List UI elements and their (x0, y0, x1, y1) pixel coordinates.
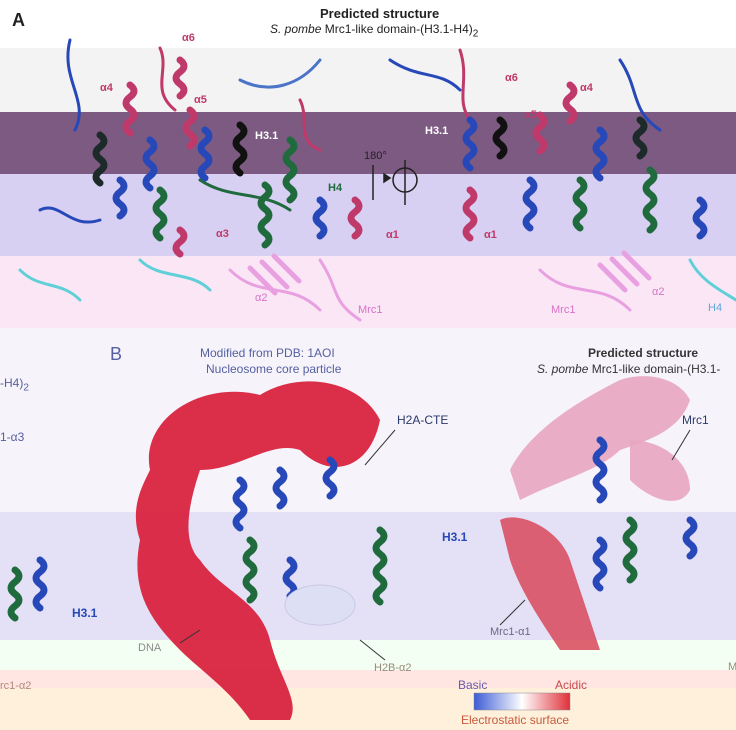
label-a6-right: α6 (505, 72, 518, 84)
band-top (0, 0, 736, 48)
rotation-label: 180° (364, 150, 387, 162)
legend-acidic: Acidic (555, 678, 588, 692)
edge-label-a2: rc1-α2 (0, 680, 32, 692)
edge-label-m: M (728, 661, 736, 673)
panel-b-letter: B (110, 344, 123, 364)
label-mrc1-b: Mrc1 (682, 413, 709, 427)
edge-label-a3: 1-α3 (0, 430, 25, 444)
band-pink (0, 256, 736, 328)
label-a4-left: α4 (100, 82, 113, 94)
band-salmon (0, 670, 736, 688)
label-h31-b-left: H3.1 (72, 606, 98, 620)
panel-a-subtitle: S. pombe Mrc1-like domain-(H3.1-H4)2 (270, 22, 478, 39)
label-h31-center: H3.1 (442, 530, 468, 544)
panel-b-left-helices (7, 456, 388, 622)
panel-a-subtitle-text: Mrc1-like domain-(H3.1-H4) (324, 22, 473, 36)
dna-surface (135, 381, 380, 720)
panel-b-left-subtitle: Nucleosome core particle (206, 362, 342, 376)
label-a4-right: α4 (580, 82, 593, 94)
panel-a-right-structure (388, 48, 736, 312)
panel-b-right-surface (500, 376, 690, 650)
h2b-surface (284, 584, 356, 626)
label-a5-left: α5 (194, 94, 207, 106)
label-a2-left: α2 (255, 292, 268, 304)
leader-lines (179, 429, 691, 661)
panel-b-species: S. pombe (537, 362, 589, 376)
panel-b-right-helices (592, 436, 698, 592)
label-h4-left: H4 (328, 182, 343, 194)
label-mrc1-left: Mrc1 (358, 304, 383, 316)
label-a1-left: α1 (386, 229, 399, 241)
panel-a-species: S. pombe (270, 22, 322, 36)
label-dna: DNA (138, 642, 162, 654)
panel-b-right-subtitle: S. pombe Mrc1-like domain-(H3.1- (537, 362, 720, 376)
panel-a-left-helices (92, 56, 363, 296)
legend-basic: Basic (458, 678, 488, 692)
band-violet (0, 512, 736, 640)
label-h31-left: H3.1 (255, 130, 279, 142)
panel-b-subtitle-text: Mrc1-like domain-(H3.1- (591, 362, 721, 376)
electrostatic-gradient (473, 692, 571, 711)
label-h31-right: H3.1 (425, 125, 449, 137)
panel-a-title: Predicted structure (320, 6, 440, 21)
panel-b-right-title: Predicted structure (588, 346, 699, 360)
panel-b-left-title: Modified from PDB: 1AOI (200, 346, 335, 360)
label-a3-left: α3 (216, 228, 229, 240)
band-mint (0, 640, 736, 670)
panel-a-subscript: 2 (472, 28, 479, 40)
band-gray (0, 48, 736, 112)
legend-caption: Electrostatic surface (461, 713, 570, 727)
label-a5-right: α5 (524, 109, 537, 121)
label-h4-right: H4 (708, 302, 723, 314)
edge-label-h4: -H4)2 (0, 376, 29, 393)
panel-a-letter: A (12, 10, 25, 30)
edge-label-h4-text: -H4) (0, 376, 24, 390)
label-h2a-cte: H2A-CTE (397, 413, 449, 427)
label-mrc1-a1: Mrc1-α1 (490, 626, 531, 638)
rotation-symbol (372, 160, 418, 205)
label-mrc1-right: Mrc1 (551, 304, 576, 316)
edge-label-h4-sub: 2 (23, 382, 29, 394)
label-a6-left: α6 (182, 32, 195, 44)
label-h2b-a2: H2B-α2 (374, 662, 412, 674)
panel-a-right-helices (462, 81, 708, 293)
panel-a-left-structure (18, 38, 362, 322)
band-cream (0, 688, 736, 730)
band-purple (0, 112, 736, 174)
label-a1-right: α1 (484, 229, 497, 241)
label-a2-right: α2 (652, 286, 665, 298)
